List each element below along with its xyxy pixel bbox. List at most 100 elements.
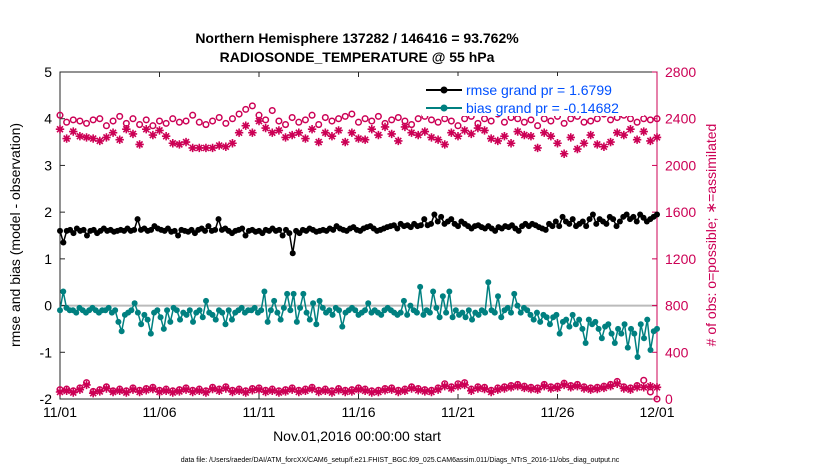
- bias-point: [222, 321, 229, 328]
- bias-point: [615, 325, 622, 332]
- bias-point: [495, 293, 502, 300]
- assimilated-point: [420, 127, 430, 136]
- y-axis-left-label: rmse and bias (model - observation): [7, 123, 23, 347]
- possible_low-point: [640, 376, 648, 384]
- rmse-point: [579, 218, 586, 225]
- rmse-point: [279, 232, 286, 239]
- possible-point: [414, 115, 422, 123]
- bias-point: [144, 316, 151, 323]
- possible-point: [102, 122, 110, 130]
- x-tick-label: 11/16: [342, 404, 376, 420]
- assimilated-point: [460, 126, 469, 135]
- assimilated-point: [354, 134, 363, 143]
- possible_low-point: [461, 379, 469, 387]
- bias-point: [352, 307, 359, 314]
- bias-point: [60, 288, 67, 295]
- assimilated-point: [606, 137, 615, 147]
- possible-point: [487, 117, 495, 125]
- bias-point: [595, 325, 602, 332]
- possible-point: [82, 119, 91, 127]
- possible_low-point: [633, 382, 641, 390]
- assimilated-point: [128, 129, 138, 139]
- rmse-point: [438, 213, 445, 220]
- assimilated_low-point: [161, 386, 171, 396]
- possible_low-point: [454, 380, 462, 388]
- possible-point: [169, 115, 177, 123]
- possible_low-point: [487, 386, 495, 394]
- possible-point: [348, 110, 356, 118]
- bias-point: [287, 307, 294, 314]
- rmse-point: [566, 220, 573, 227]
- possible_low-point: [96, 386, 104, 394]
- rmse-point: [134, 216, 141, 223]
- bias-point: [105, 304, 112, 311]
- assimilated_low-point: [181, 385, 191, 394]
- possible_low-point: [149, 383, 157, 391]
- possible_low-point: [494, 384, 502, 392]
- possible_low-point: [182, 384, 190, 392]
- possible-point: [235, 110, 243, 118]
- possible_low-point: [136, 386, 144, 394]
- possible-point: [607, 116, 615, 124]
- rmse-point: [654, 211, 660, 218]
- bias-point: [556, 330, 563, 337]
- assimilated_low-point: [274, 388, 284, 397]
- rmse-point: [171, 227, 178, 234]
- possible-point: [434, 118, 442, 126]
- assimilated-point: [274, 126, 284, 135]
- assimilated-point: [486, 134, 496, 143]
- assimilated-point: [380, 122, 390, 132]
- bias-point: [482, 309, 489, 316]
- possible_low-point: [593, 383, 601, 391]
- assimilated-point: [122, 125, 131, 134]
- assimilated-point: [593, 140, 602, 149]
- bias-point: [209, 311, 216, 318]
- possible_low-point: [520, 382, 528, 390]
- assimilated-point: [467, 129, 476, 139]
- assimilated_low-point: [360, 386, 370, 396]
- assimilated_low-point: [254, 385, 264, 394]
- assimilated-point: [88, 134, 98, 143]
- possible_low-point: [394, 386, 402, 394]
- bias-point: [530, 316, 537, 323]
- bias-point: [439, 293, 446, 300]
- possible_low-point: [275, 387, 283, 395]
- assimilated-point: [314, 137, 323, 147]
- possible-point: [155, 117, 164, 125]
- assimilated_low-point: [201, 388, 211, 397]
- possible_low-point: [354, 384, 363, 392]
- possible-point: [136, 121, 144, 129]
- rmse-point: [455, 223, 461, 230]
- assimilated_low-point: [553, 383, 562, 393]
- bias-point: [498, 314, 505, 321]
- assimilated-point: [161, 132, 171, 141]
- assimilated_low-point: [579, 384, 589, 393]
- assimilated-point: [639, 127, 648, 136]
- bias-point: [469, 316, 476, 323]
- possible-point: [301, 116, 309, 124]
- bias-point: [514, 302, 521, 309]
- assimilated_low-point: [241, 388, 250, 397]
- bias-point: [190, 318, 197, 325]
- possible_low-point: [301, 385, 309, 393]
- bias-point: [504, 304, 511, 311]
- rmse-point: [434, 218, 441, 225]
- bias-point: [164, 307, 171, 314]
- assimilated-point: [287, 130, 297, 140]
- assimilated-point: [599, 142, 609, 151]
- bias-point: [115, 318, 122, 325]
- rmse-point: [448, 216, 455, 223]
- y-left-tick-label: 4: [44, 111, 52, 127]
- assimilated_low-point: [400, 386, 410, 396]
- bias-point: [459, 309, 466, 316]
- rmse-point: [83, 232, 90, 239]
- assimilated-point: [566, 133, 575, 142]
- assimilated-point: [234, 128, 244, 137]
- bias-point: [297, 304, 304, 311]
- axes: 11/01 11/06 11/11 11/16 11/21 11/26 12/01 -2 -1 0…: [40, 64, 697, 420]
- possible_low-point: [374, 386, 382, 394]
- y-right-tick-label: 1600: [665, 204, 696, 220]
- possible_low-point: [209, 383, 217, 391]
- bias-point: [654, 325, 660, 332]
- possible_low-point: [507, 382, 515, 390]
